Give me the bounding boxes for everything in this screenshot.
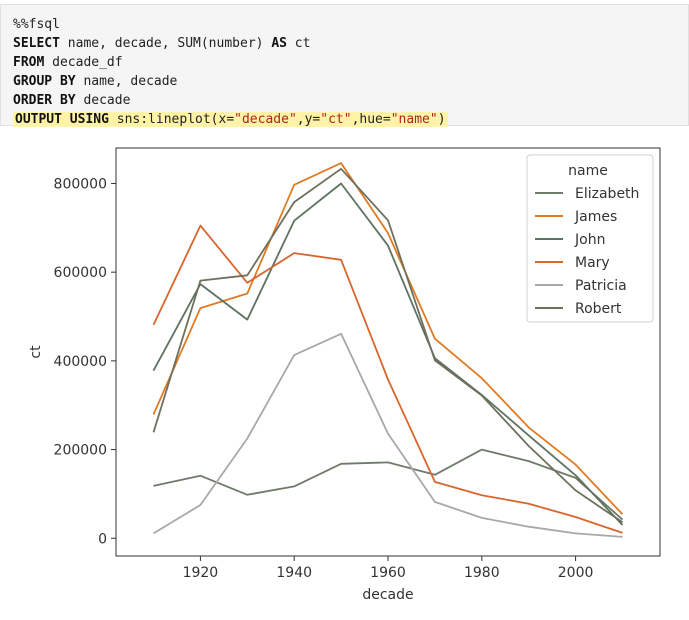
code-line: ORDER BY decade — [13, 91, 448, 110]
legend-title: name — [568, 163, 608, 179]
series-line-robert — [152, 167, 624, 524]
code-line: OUTPUT USING sns:lineplot(x="decade",y="… — [13, 110, 448, 129]
x-tick-label: 1940 — [276, 565, 312, 581]
code-token: AS — [271, 36, 287, 51]
code-token: decade_df — [44, 55, 123, 70]
code-token: "ct" — [320, 112, 352, 127]
code-token: sns:lineplot(x= — [108, 112, 235, 127]
code-token: name, decade — [75, 74, 178, 89]
code-token: SUM — [177, 36, 201, 51]
x-tick-label: 1980 — [464, 565, 500, 581]
legend-entry: Mary — [575, 255, 610, 271]
x-tick-label: 1960 — [370, 565, 406, 581]
y-tick-label: 800000 — [54, 176, 107, 192]
series-line-james — [152, 162, 624, 515]
code-token: OUTPUT USING — [15, 112, 109, 127]
y-tick-label: 400000 — [54, 354, 107, 370]
code-line: SELECT name, decade, SUM(number) AS ct — [13, 34, 448, 53]
code-token: %%fsql — [13, 17, 60, 32]
code-token: "name" — [390, 112, 438, 127]
code-line: %%fsql — [13, 15, 448, 34]
y-tick-label: 600000 — [54, 265, 107, 281]
axes: 1920 1940 1960 1980 2000 0 200000 400000 600000 8… — [28, 147, 661, 603]
code-token: ct — [286, 36, 311, 51]
legend-entry: Robert — [575, 301, 622, 317]
legend-entry: James — [574, 209, 617, 225]
code-line: FROM decade_df — [13, 53, 448, 72]
x-tick-label: 1920 — [183, 565, 219, 581]
y-tick-label: 200000 — [54, 443, 107, 459]
legend-entry: John — [574, 232, 605, 248]
code-cell[interactable]: %%fsql SELECT name, decade, SUM(number) A… — [0, 4, 689, 129]
series-lines — [152, 162, 624, 538]
x-axis-label: decade — [362, 587, 413, 603]
series-line-john — [152, 182, 624, 526]
code-token: ) — [437, 112, 446, 127]
legend-entry: Elizabeth — [575, 186, 639, 202]
code-token: SELECT — [13, 36, 60, 51]
series-line-mary — [152, 224, 623, 534]
y-axis-label: ct — [28, 345, 44, 359]
legend: name Elizabeth James John Mary Patricia Robert — [526, 154, 654, 323]
code-token: GROUP BY — [13, 74, 76, 89]
series-line-elizabeth — [153, 448, 624, 521]
code-token: ORDER BY — [13, 93, 76, 108]
code-token: ,hue= — [351, 112, 391, 127]
legend-box — [526, 154, 654, 323]
line-chart: 1920 1940 1960 1980 2000 0 200000 400000 600000 8… — [28, 147, 661, 603]
code-token: FROM — [13, 55, 45, 70]
code-token: name, decade, — [59, 36, 178, 51]
code-token: (number) — [200, 36, 272, 51]
series-line-patricia — [153, 332, 623, 538]
code-token: decade — [75, 93, 131, 108]
code-token: "decade" — [234, 112, 297, 127]
code-line: GROUP BY name, decade — [13, 72, 448, 91]
code-editor[interactable]: %%fsql SELECT name, decade, SUM(number) A… — [13, 15, 448, 129]
legend-entry: Patricia — [575, 278, 627, 294]
y-tick-label: 0 — [98, 531, 107, 547]
x-tick-label: 2000 — [558, 565, 594, 581]
code-token: ,y= — [296, 112, 321, 127]
